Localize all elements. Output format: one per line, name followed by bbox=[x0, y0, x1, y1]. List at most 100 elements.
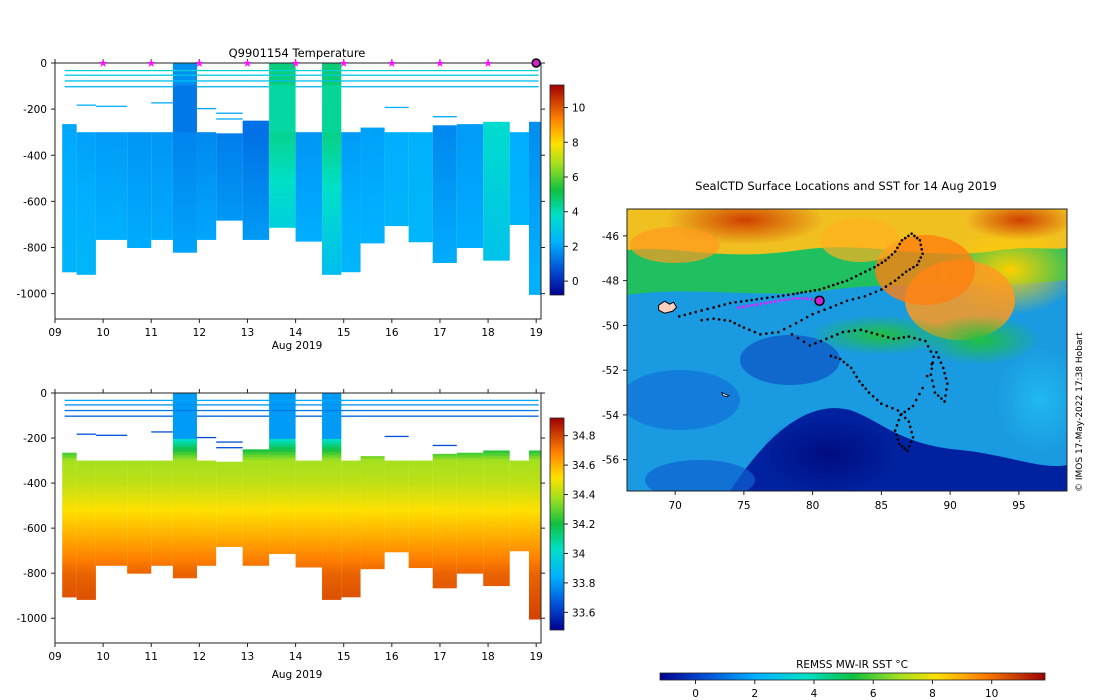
profile-cell bbox=[127, 240, 152, 244]
profile-cell bbox=[408, 212, 433, 216]
colorbar-tick-label: 34.6 bbox=[572, 460, 596, 472]
profile-cell bbox=[172, 110, 197, 114]
profile-cell bbox=[172, 193, 197, 197]
profile-cell bbox=[432, 470, 457, 474]
profile-cell bbox=[269, 215, 296, 219]
profile-cell bbox=[242, 187, 270, 191]
profile-cell bbox=[384, 198, 409, 202]
profile-cell bbox=[196, 154, 217, 158]
profile-cell bbox=[151, 490, 173, 494]
profile-cell bbox=[76, 557, 96, 562]
profile-cell bbox=[322, 514, 342, 518]
track-point bbox=[901, 273, 904, 276]
profile-cell bbox=[384, 501, 409, 505]
profile-cell bbox=[216, 136, 243, 140]
track-point bbox=[829, 306, 832, 309]
x-tick-label: 19 bbox=[530, 327, 543, 339]
profile-cell bbox=[62, 479, 77, 483]
profile-cell bbox=[483, 528, 510, 533]
track-point bbox=[753, 330, 757, 334]
profile-cell bbox=[360, 146, 385, 151]
profile-cell bbox=[151, 530, 173, 535]
profile-cell bbox=[151, 541, 173, 545]
profile-cell bbox=[528, 555, 541, 560]
profile-cell bbox=[151, 484, 173, 489]
profile-cell bbox=[196, 479, 217, 483]
profile-cell bbox=[384, 215, 409, 219]
profile-cell bbox=[216, 515, 243, 519]
profile-cell bbox=[483, 215, 510, 220]
profile-cell bbox=[322, 576, 342, 580]
profile-cell bbox=[341, 215, 361, 219]
profile-cell bbox=[509, 206, 529, 211]
profile-cell bbox=[341, 487, 361, 491]
profile-cell bbox=[483, 504, 510, 508]
track-point bbox=[868, 268, 872, 271]
track-point bbox=[859, 328, 863, 332]
profile-cell bbox=[216, 540, 243, 544]
profile-cell bbox=[76, 190, 96, 194]
profile-cell bbox=[151, 223, 173, 227]
colorbar-tick-label: 34.4 bbox=[572, 490, 596, 502]
track-point bbox=[903, 236, 907, 240]
profile-cell bbox=[172, 452, 197, 456]
profile-cell bbox=[95, 157, 128, 161]
profile-cell bbox=[62, 168, 77, 172]
profile-cell bbox=[172, 234, 197, 238]
profile-cell bbox=[322, 179, 342, 183]
profile-cell bbox=[341, 159, 361, 164]
profile-cell bbox=[172, 514, 197, 518]
profile-cell bbox=[172, 242, 197, 247]
profile-cell bbox=[528, 188, 541, 192]
profile-cell bbox=[242, 530, 270, 534]
profile-cell bbox=[216, 194, 243, 198]
profile-cell bbox=[408, 170, 433, 175]
profile-cell bbox=[322, 65, 342, 70]
profile-cell bbox=[76, 547, 96, 551]
profile-cell bbox=[360, 235, 385, 239]
profile-cell bbox=[127, 173, 152, 177]
temperature-x-label: Aug 2019 bbox=[272, 340, 323, 352]
profile-cell bbox=[172, 223, 197, 227]
profile-cell bbox=[151, 495, 173, 499]
profile-cell bbox=[528, 202, 541, 206]
track-point bbox=[929, 350, 933, 353]
profile-cell bbox=[172, 503, 197, 508]
lat-tick-label: -52 bbox=[602, 365, 619, 377]
surfacing-marker bbox=[387, 59, 396, 67]
track-point bbox=[788, 324, 792, 328]
profile-cell bbox=[341, 165, 361, 169]
profile-cell bbox=[172, 201, 197, 205]
profile-cell bbox=[456, 143, 484, 147]
profile-cell bbox=[322, 190, 342, 194]
profile-cell bbox=[360, 202, 385, 206]
profile-cell bbox=[76, 215, 96, 219]
profile-cell bbox=[151, 506, 173, 510]
profile-cell bbox=[269, 530, 296, 535]
track-point bbox=[864, 270, 867, 273]
profile-cell bbox=[242, 131, 270, 135]
profile-cell bbox=[151, 179, 173, 183]
profile-cell bbox=[483, 193, 510, 198]
profile-cell bbox=[76, 168, 96, 172]
profile-cell bbox=[127, 528, 152, 532]
profile-cell bbox=[528, 458, 541, 462]
profile-cell bbox=[95, 484, 128, 489]
profile-cell bbox=[384, 520, 409, 524]
track-point bbox=[892, 337, 896, 341]
profile-cell bbox=[322, 110, 342, 114]
profile-cell bbox=[341, 176, 361, 180]
lon-tick-label: 85 bbox=[875, 500, 888, 512]
profile-cell bbox=[432, 255, 457, 259]
profile-cell bbox=[216, 149, 243, 154]
profile-cell bbox=[432, 472, 457, 476]
profile-cell bbox=[295, 223, 323, 227]
profile-cell bbox=[172, 165, 197, 169]
profile-cell bbox=[242, 217, 270, 221]
profile-cell bbox=[528, 507, 541, 511]
profile-cell bbox=[360, 152, 385, 156]
track-point bbox=[875, 398, 879, 402]
track-point bbox=[896, 246, 899, 250]
profile-cell bbox=[242, 492, 270, 496]
profile-cell bbox=[269, 549, 296, 553]
